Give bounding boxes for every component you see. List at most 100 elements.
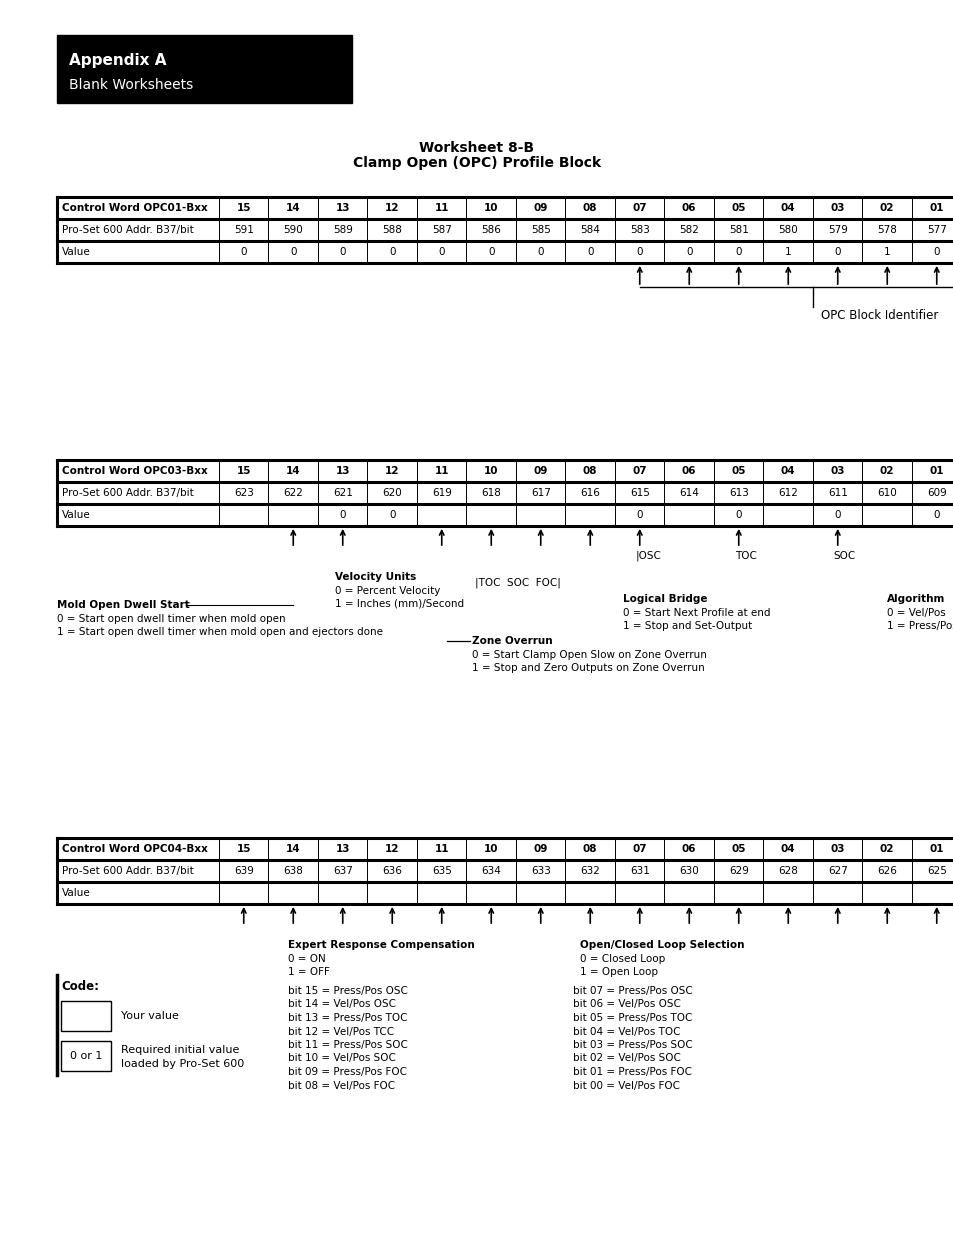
Bar xyxy=(219,860,268,882)
Text: Algorithm: Algorithm xyxy=(886,594,944,604)
Bar xyxy=(466,860,516,882)
Bar xyxy=(713,504,762,526)
Bar xyxy=(862,219,911,241)
Text: 625: 625 xyxy=(926,866,945,876)
Text: Zone Overrun: Zone Overrun xyxy=(471,636,552,646)
Text: 11: 11 xyxy=(434,203,449,212)
Text: bit 07 = Press/Pos OSC: bit 07 = Press/Pos OSC xyxy=(573,986,692,995)
Bar xyxy=(812,198,862,219)
Bar xyxy=(219,241,268,263)
Text: 0 = Start Clamp Open Slow on Zone Overrun: 0 = Start Clamp Open Slow on Zone Overru… xyxy=(471,650,706,659)
Text: bit 06 = Vel/Pos OSC: bit 06 = Vel/Pos OSC xyxy=(573,999,680,1009)
Bar xyxy=(57,219,219,241)
Bar xyxy=(911,482,953,504)
Bar xyxy=(57,504,219,526)
Text: 15: 15 xyxy=(236,203,251,212)
Text: Blank Worksheets: Blank Worksheets xyxy=(69,78,193,91)
Text: 0 = Start open dwell timer when mold open: 0 = Start open dwell timer when mold ope… xyxy=(57,614,285,624)
Bar xyxy=(367,219,416,241)
Bar xyxy=(713,860,762,882)
Bar xyxy=(367,198,416,219)
Text: 15: 15 xyxy=(236,844,251,853)
Bar xyxy=(516,504,565,526)
Bar xyxy=(762,198,812,219)
Bar xyxy=(219,504,268,526)
Text: 611: 611 xyxy=(827,488,847,498)
Text: Pro-Set 600 Addr. B37/bit: Pro-Set 600 Addr. B37/bit xyxy=(62,488,193,498)
Text: 587: 587 xyxy=(432,225,451,235)
Text: 04: 04 xyxy=(781,203,795,212)
Text: bit 09 = Press/Pos FOC: bit 09 = Press/Pos FOC xyxy=(288,1067,407,1077)
Text: 07: 07 xyxy=(632,844,646,853)
Text: Control Word OPC03-Bxx: Control Word OPC03-Bxx xyxy=(62,466,208,475)
Bar xyxy=(466,219,516,241)
Bar xyxy=(713,882,762,904)
Text: 0: 0 xyxy=(488,247,494,257)
Text: bit 13 = Press/Pos TOC: bit 13 = Press/Pos TOC xyxy=(288,1013,407,1023)
Text: 06: 06 xyxy=(681,844,696,853)
Text: 02: 02 xyxy=(879,844,894,853)
Text: 09: 09 xyxy=(533,203,547,212)
Bar xyxy=(565,882,615,904)
Text: 07: 07 xyxy=(632,466,646,475)
Text: 582: 582 xyxy=(679,225,699,235)
Text: 622: 622 xyxy=(283,488,303,498)
Bar xyxy=(565,241,615,263)
Text: 0 = Percent Velocity: 0 = Percent Velocity xyxy=(335,585,439,597)
Bar xyxy=(664,504,713,526)
Text: 0: 0 xyxy=(240,247,247,257)
Text: 0: 0 xyxy=(933,247,939,257)
Text: 09: 09 xyxy=(533,844,547,853)
Text: 0: 0 xyxy=(438,247,444,257)
Text: 1 = OFF: 1 = OFF xyxy=(288,967,330,977)
Text: 580: 580 xyxy=(778,225,798,235)
Bar xyxy=(317,882,367,904)
Text: 578: 578 xyxy=(877,225,896,235)
Bar xyxy=(565,219,615,241)
Bar xyxy=(317,860,367,882)
Text: 1: 1 xyxy=(883,247,890,257)
Text: 635: 635 xyxy=(432,866,451,876)
Bar xyxy=(516,459,565,482)
Bar xyxy=(812,504,862,526)
Bar xyxy=(713,839,762,860)
Text: bit 14 = Vel/Pos OSC: bit 14 = Vel/Pos OSC xyxy=(288,999,395,1009)
Bar xyxy=(416,860,466,882)
Text: 08: 08 xyxy=(582,203,597,212)
Text: 610: 610 xyxy=(877,488,896,498)
Text: 13: 13 xyxy=(335,844,350,853)
Bar xyxy=(317,241,367,263)
Bar xyxy=(516,882,565,904)
Bar xyxy=(615,241,664,263)
Bar xyxy=(664,882,713,904)
Bar xyxy=(862,482,911,504)
Text: 0 = Start Next Profile at end: 0 = Start Next Profile at end xyxy=(622,608,770,618)
Bar xyxy=(219,459,268,482)
Bar xyxy=(862,839,911,860)
Text: 05: 05 xyxy=(731,203,745,212)
Bar xyxy=(911,241,953,263)
Text: bit 02 = Vel/Pos SOC: bit 02 = Vel/Pos SOC xyxy=(573,1053,680,1063)
Bar xyxy=(317,839,367,860)
Text: 1: 1 xyxy=(784,247,791,257)
Text: bit 05 = Press/Pos TOC: bit 05 = Press/Pos TOC xyxy=(573,1013,692,1023)
Text: 629: 629 xyxy=(728,866,748,876)
Bar xyxy=(762,860,812,882)
Text: 04: 04 xyxy=(781,466,795,475)
Bar xyxy=(268,839,317,860)
Text: 12: 12 xyxy=(385,844,399,853)
Bar xyxy=(317,219,367,241)
Text: 10: 10 xyxy=(483,203,498,212)
Bar xyxy=(862,198,911,219)
Text: 0 = Closed Loop: 0 = Closed Loop xyxy=(579,953,664,965)
Bar xyxy=(466,839,516,860)
Text: 621: 621 xyxy=(333,488,353,498)
Text: 11: 11 xyxy=(434,466,449,475)
Bar xyxy=(516,219,565,241)
Bar xyxy=(762,241,812,263)
Bar xyxy=(565,482,615,504)
Text: 03: 03 xyxy=(830,203,844,212)
Bar xyxy=(416,882,466,904)
Bar xyxy=(565,198,615,219)
Bar xyxy=(57,482,219,504)
